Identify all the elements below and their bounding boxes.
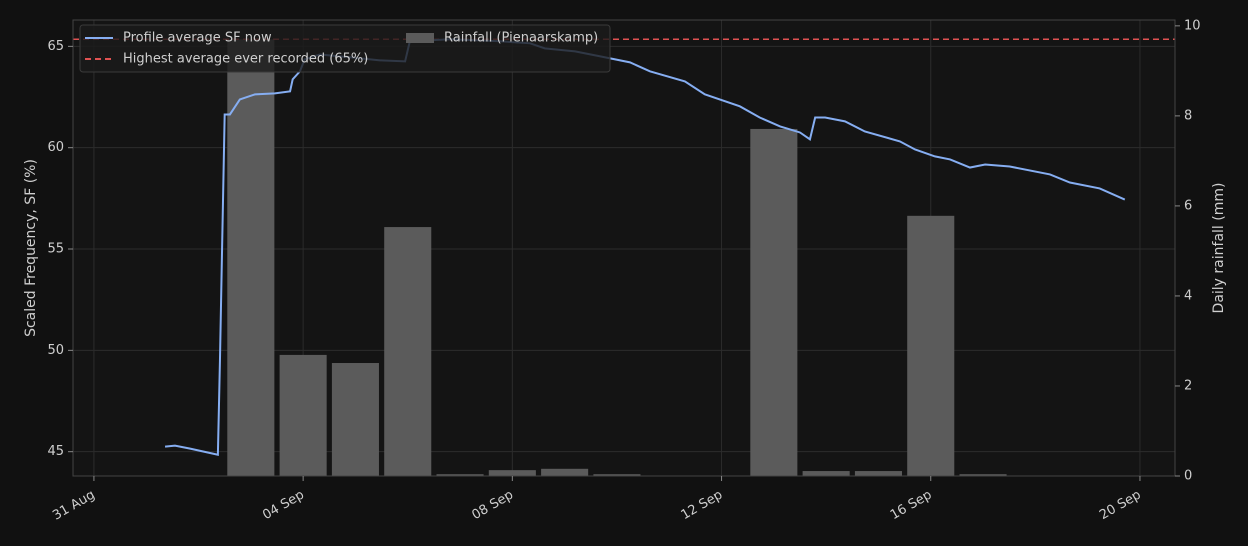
rain-bar <box>541 468 589 476</box>
legend-label: Profile average SF now <box>123 31 272 46</box>
legend-label: Highest average ever recorded (65%) <box>123 52 368 67</box>
y-axis-label: Scaled Frequency, SF (%) <box>23 159 39 337</box>
rain-bar <box>436 474 484 476</box>
y2-tick-label: 6 <box>1184 198 1192 213</box>
rain-bar <box>331 363 379 476</box>
legend-box <box>79 24 611 73</box>
rain-bar <box>384 227 432 476</box>
legend-label: Rainfall (Pienaarskamp) <box>444 31 598 46</box>
legend-swatch <box>406 33 434 43</box>
rain-bar <box>854 471 902 476</box>
y2-tick-label: 4 <box>1184 288 1192 303</box>
y2-axis-label: Daily rainfall (mm) <box>1211 183 1227 314</box>
rain-bar <box>750 128 798 476</box>
y2-tick-label: 8 <box>1184 108 1192 123</box>
rain-bar <box>279 354 327 476</box>
y2-tick-label: 10 <box>1184 18 1201 33</box>
rain-bar <box>593 474 641 476</box>
y-tick-label: 45 <box>47 444 64 459</box>
rain-bar <box>227 39 275 476</box>
y-tick-label: 55 <box>47 242 64 257</box>
rain-bar <box>802 471 850 476</box>
plot-frame <box>72 19 1176 477</box>
y-tick-label: 50 <box>47 343 64 358</box>
y-tick-label: 60 <box>47 140 64 155</box>
rain-bar <box>907 215 955 477</box>
rain-bar <box>488 470 536 476</box>
rain-bar <box>959 474 1007 476</box>
y2-tick-label: 2 <box>1184 378 1192 393</box>
y-tick-label: 65 <box>47 39 64 54</box>
y2-tick-label: 0 <box>1184 469 1192 484</box>
